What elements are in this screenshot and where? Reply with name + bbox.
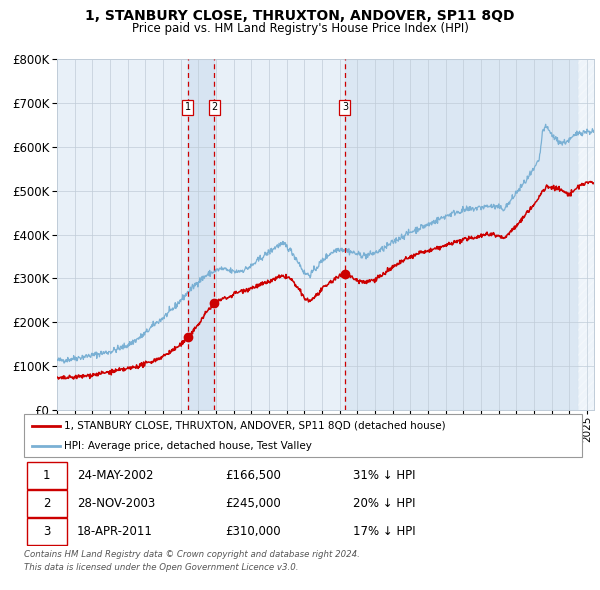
Bar	[578, 59, 594, 410]
Text: £245,000: £245,000	[225, 497, 281, 510]
Text: 1: 1	[184, 102, 191, 112]
Text: 1, STANBURY CLOSE, THRUXTON, ANDOVER, SP11 8QD: 1, STANBURY CLOSE, THRUXTON, ANDOVER, SP…	[85, 9, 515, 23]
Text: 2: 2	[43, 497, 50, 510]
Bar	[188, 59, 214, 410]
FancyBboxPatch shape	[27, 490, 67, 517]
Text: This data is licensed under the Open Government Licence v3.0.: This data is licensed under the Open Gov…	[24, 563, 299, 572]
Text: 31% ↓ HPI: 31% ↓ HPI	[353, 470, 416, 483]
Text: £166,500: £166,500	[225, 470, 281, 483]
FancyBboxPatch shape	[27, 463, 67, 490]
Text: Price paid vs. HM Land Registry's House Price Index (HPI): Price paid vs. HM Land Registry's House …	[131, 22, 469, 35]
Text: 3: 3	[342, 102, 348, 112]
Text: 20% ↓ HPI: 20% ↓ HPI	[353, 497, 416, 510]
Bar	[345, 59, 578, 410]
Text: 3: 3	[43, 525, 50, 538]
FancyBboxPatch shape	[27, 518, 67, 545]
Text: Contains HM Land Registry data © Crown copyright and database right 2024.: Contains HM Land Registry data © Crown c…	[24, 550, 360, 559]
Text: 18-APR-2011: 18-APR-2011	[77, 525, 153, 538]
Text: 1: 1	[43, 470, 50, 483]
FancyBboxPatch shape	[24, 414, 582, 457]
Bar	[578, 59, 594, 410]
Text: 17% ↓ HPI: 17% ↓ HPI	[353, 525, 416, 538]
Text: 28-NOV-2003: 28-NOV-2003	[77, 497, 155, 510]
Text: HPI: Average price, detached house, Test Valley: HPI: Average price, detached house, Test…	[64, 441, 312, 451]
Text: £310,000: £310,000	[225, 525, 281, 538]
Text: 1, STANBURY CLOSE, THRUXTON, ANDOVER, SP11 8QD (detached house): 1, STANBURY CLOSE, THRUXTON, ANDOVER, SP…	[64, 421, 446, 431]
Text: 2: 2	[211, 102, 218, 112]
Text: 24-MAY-2002: 24-MAY-2002	[77, 470, 154, 483]
